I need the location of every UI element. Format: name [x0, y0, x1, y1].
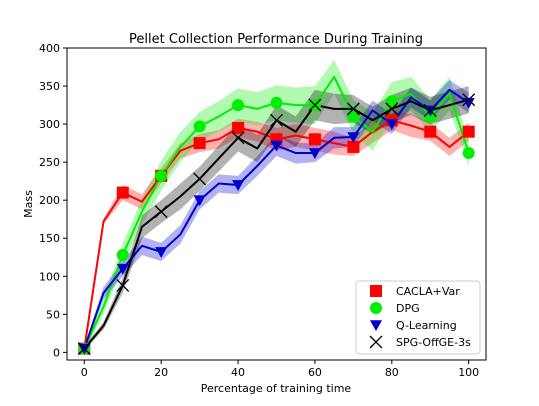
- y-tick-label: 400: [39, 42, 60, 55]
- y-tick-label: 250: [39, 156, 60, 169]
- data-point: [370, 302, 382, 314]
- data-point: [423, 103, 437, 117]
- data-point: [77, 342, 91, 356]
- data-point: [232, 99, 245, 112]
- y-tick-label: 300: [39, 118, 60, 131]
- y-tick-label: 150: [39, 232, 60, 245]
- data-point: [193, 137, 206, 150]
- legend-item: DPG: [370, 302, 420, 315]
- legend-label: CACLA+Var: [396, 285, 460, 298]
- data-point: [424, 125, 437, 138]
- data-point: [370, 285, 382, 297]
- x-tick-label: 20: [154, 366, 168, 379]
- data-point: [231, 131, 245, 145]
- x-axis: 0 20 40 60 80 100: [81, 360, 479, 379]
- data-point: [347, 140, 360, 153]
- legend-item: CACLA+Var: [370, 285, 460, 298]
- plot-frame: [66, 47, 487, 361]
- legend-item: Q-Learning: [370, 319, 457, 332]
- data-point: [270, 113, 283, 127]
- legend-label: DPG: [396, 302, 420, 315]
- y-axis-label: Mass: [22, 190, 35, 218]
- y-tick-label: 100: [39, 270, 60, 283]
- y-axis: 0 50 100 150 200 250 300 350 400: [39, 42, 67, 359]
- data-point: [462, 97, 475, 109]
- data-point: [308, 148, 321, 160]
- data-point: [370, 320, 382, 331]
- legend-label: Q-Learning: [396, 319, 457, 332]
- chart-title: Pellet Collection Performance During Tra…: [129, 32, 423, 47]
- legend: CACLA+Var DPG Q-Learning SPG-OffGE-3s: [355, 280, 481, 355]
- y-tick-label: 350: [39, 80, 60, 93]
- x-tick-label: 80: [385, 366, 399, 379]
- data-point: [308, 133, 321, 146]
- data-point: [155, 169, 168, 182]
- data-point: [462, 125, 475, 138]
- data-point: [385, 102, 399, 116]
- data-point: [155, 247, 168, 258]
- y-tick-label: 200: [39, 194, 60, 207]
- y-tick-label: 50: [46, 308, 60, 321]
- data-point: [308, 98, 322, 112]
- data-point: [193, 172, 207, 186]
- data-point: [385, 119, 398, 131]
- data-point: [116, 263, 129, 275]
- y-tick-label: 0: [53, 346, 60, 359]
- x-tick-label: 40: [231, 366, 245, 379]
- data-point: [462, 93, 476, 107]
- legend-box: [355, 280, 481, 355]
- data-point: [270, 96, 283, 109]
- data-point: [369, 335, 383, 349]
- data-point: [270, 140, 283, 152]
- legend-label: SPG-OffGE-3s: [396, 336, 471, 349]
- data-point: [193, 120, 206, 133]
- data-point: [347, 110, 360, 123]
- x-tick-label: 100: [458, 366, 479, 379]
- data-point: [347, 132, 360, 144]
- data-point: [193, 195, 206, 207]
- data-point: [116, 248, 129, 261]
- x-tick-label: 60: [308, 366, 322, 379]
- data-point: [385, 95, 398, 108]
- data-point: [346, 102, 360, 116]
- legend-item: SPG-OffGE-3s: [369, 335, 471, 349]
- data-point: [116, 278, 130, 292]
- data-point: [462, 147, 475, 160]
- data-point: [232, 180, 245, 191]
- data-point: [154, 205, 168, 219]
- data-point: [116, 186, 129, 199]
- series-markers: [77, 93, 476, 356]
- x-tick-label: 0: [81, 366, 88, 379]
- x-axis-label: Percentage of training time: [201, 382, 352, 395]
- data-point: [232, 121, 245, 134]
